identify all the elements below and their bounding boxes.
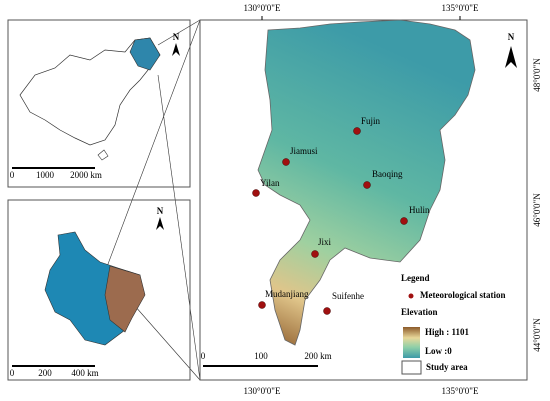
- elevation-ramp: [403, 327, 420, 358]
- station-label: Suifenhe: [332, 291, 364, 301]
- lat-label: 46°0'0"N: [532, 193, 542, 227]
- lon-label: 130°0'0"E: [244, 3, 281, 13]
- north-arrow: [156, 217, 164, 230]
- station-marker: [258, 301, 266, 309]
- scale-label: 200: [38, 368, 52, 378]
- connector: [157, 19, 201, 46]
- connector: [104, 19, 201, 273]
- main-map-frame: [199, 19, 528, 381]
- station-label: Mudanjiang: [265, 289, 309, 299]
- scale-label: 100: [254, 351, 268, 361]
- lon-label: 135°0'0"E: [442, 3, 479, 13]
- station-label: Yilan: [260, 178, 280, 188]
- legend-title: Legend: [401, 273, 430, 283]
- station-marker: [311, 250, 319, 258]
- lat-label: 44°0'0"N: [532, 318, 542, 352]
- heilongjiang-highlight: [129, 37, 161, 71]
- station-marker: [363, 181, 371, 189]
- island: [97, 149, 109, 161]
- legend-station: Meteorological station: [420, 290, 506, 300]
- province-inset-frame: [7, 199, 191, 381]
- station-label: Fujin: [361, 116, 381, 126]
- north-arrow: [172, 43, 180, 56]
- scale-label: 0: [10, 368, 15, 378]
- station-marker: [353, 127, 361, 135]
- legend-station-symbol: [408, 293, 414, 299]
- connector: [157, 74, 201, 381]
- station-marker: [323, 307, 331, 315]
- legend-study-area: Study area: [426, 362, 468, 372]
- scale-label: 200 km: [304, 351, 331, 361]
- station-label: Hulin: [409, 205, 430, 215]
- scale-label: 2000 km: [70, 170, 102, 180]
- scale-label: 0: [201, 351, 206, 361]
- north-label: N: [508, 32, 515, 42]
- scale-label: 1000: [36, 170, 55, 180]
- station-marker: [400, 217, 408, 225]
- legend-elevation: Elevation: [401, 307, 438, 317]
- china-outline: [19, 37, 161, 146]
- stations: Fujin Jiamusi Baoqing Yilan Hulin Jixi Mudanji…: [252, 116, 430, 315]
- lon-label: 135°0'0"E: [442, 386, 479, 396]
- north-arrow: [505, 46, 517, 68]
- station-label: Jiamusi: [290, 146, 318, 156]
- north-label: N: [157, 206, 164, 216]
- legend-study-area-symbol: [401, 360, 422, 375]
- station-marker: [282, 158, 290, 166]
- scale-label: 0: [10, 170, 15, 180]
- study-area-inset: [104, 265, 146, 333]
- scale-label: 400 km: [71, 368, 98, 378]
- station-label: Jixi: [318, 237, 332, 247]
- legend-high: High : 1101: [425, 327, 470, 337]
- lon-label: 130°0'0"E: [244, 386, 281, 396]
- lat-label: 48°0'0"N: [532, 58, 542, 92]
- station-label: Baoqing: [372, 169, 403, 179]
- station-marker: [252, 189, 260, 197]
- china-inset-frame: [7, 19, 191, 188]
- north-label: N: [173, 32, 180, 42]
- legend-low: Low :0: [425, 346, 452, 356]
